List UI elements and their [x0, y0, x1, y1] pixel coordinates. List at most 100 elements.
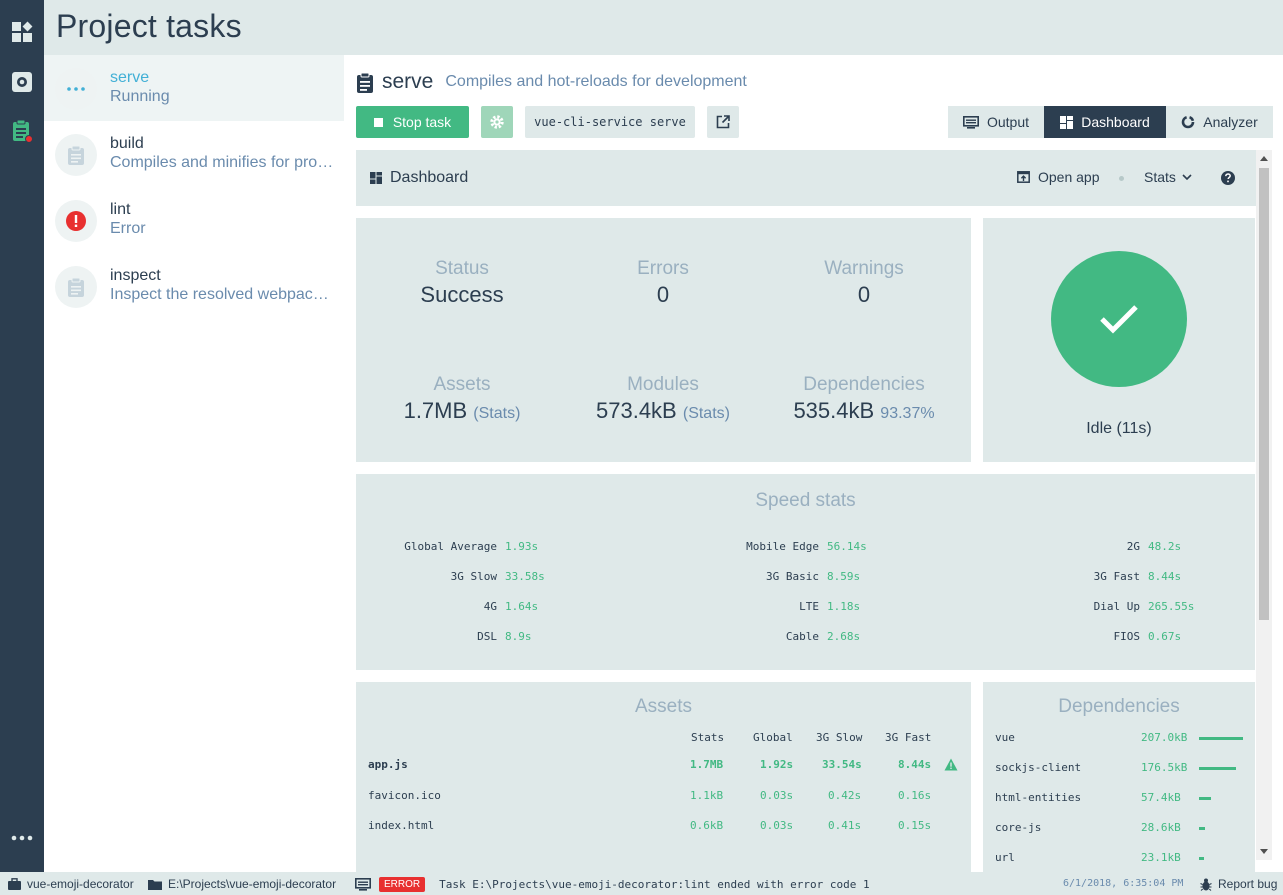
external-link-icon [716, 115, 730, 129]
scroll-up-arrow[interactable] [1260, 156, 1268, 161]
task-subtitle: Compiles and hot-reloads for development [445, 73, 747, 90]
dependency-name: vue [995, 731, 1015, 744]
task-name: build [110, 135, 144, 152]
table-row: index.html 0.6kB 0.03s 0.41s 0.15s [368, 819, 958, 839]
assets-note: (Stats) [473, 405, 521, 422]
modules-stat: Modules 573.4kB (Stats) [563, 374, 763, 424]
error-icon [55, 200, 97, 242]
stop-task-button[interactable]: Stop task [356, 106, 469, 138]
path-label: E:\Projects\vue-emoji-decorator [168, 877, 337, 891]
asset-3g-fast: 0.15s [898, 819, 932, 832]
speed-value: 0.67s [1148, 630, 1182, 643]
dependencies-percent: 93.37% [880, 405, 935, 422]
dependency-size: 23.1kB [1141, 851, 1181, 864]
task-title: serve [382, 70, 434, 93]
separator-dot [1119, 176, 1124, 181]
task-description: Inspect the resolved webpack config [110, 286, 336, 303]
open-app-label: Open app [1038, 169, 1100, 185]
help-icon[interactable] [1220, 170, 1236, 186]
column-header: 3G Slow [816, 731, 863, 744]
dependency-name: html-entities [995, 791, 1082, 804]
gear-icon [490, 115, 504, 129]
tab-dashboard[interactable]: Dashboard [1044, 106, 1166, 138]
left-rail [0, 0, 44, 872]
donut-chart-icon [1181, 115, 1195, 129]
task-item-serve[interactable]: serve Running [44, 55, 344, 121]
speed-stats-title: Speed stats [755, 490, 856, 511]
speed-label: 3G Fast [1093, 570, 1140, 583]
speed-stat-item: 2G 48.2s [1026, 540, 1181, 553]
speed-label: Global Average [404, 540, 497, 553]
dashboard-icon[interactable] [0, 12, 44, 52]
speed-value: 8.59s [827, 570, 861, 583]
speed-value: 48.2s [1148, 540, 1182, 553]
report-bug-button[interactable]: Report bug [1200, 877, 1277, 891]
asset-global: 0.03s [760, 819, 794, 832]
asset-name: app.js [368, 758, 408, 771]
modules-size: 573.4kB [596, 398, 677, 423]
dependency-size-bar [1199, 827, 1205, 830]
dependencies-card: Dependencies vue 207.0kB sockjs-client 176.… [983, 682, 1255, 872]
errors-label: Errors [637, 258, 689, 279]
asset-name: index.html [368, 819, 435, 832]
task-item-inspect[interactable]: inspect Inspect the resolved webpack con… [44, 253, 344, 319]
task-header: serve Compiles and hot-reloads for devel… [356, 69, 747, 95]
task-item-build[interactable]: build Compiles and minifies for producti… [44, 121, 344, 187]
clipboard-icon [55, 266, 97, 308]
terminal-icon [355, 878, 371, 891]
task-settings-button[interactable] [481, 106, 513, 138]
speed-value: 2.68s [827, 630, 861, 643]
status-value: Success [420, 282, 504, 307]
task-item-lint[interactable]: lint Error [44, 187, 344, 253]
speed-label: Mobile Edge [746, 540, 819, 553]
briefcase-icon [8, 878, 21, 890]
more-icon[interactable] [0, 818, 44, 858]
dashboard-panel: Dashboard Open app Stats Status Success … [356, 150, 1256, 872]
warnings-stat: Warnings 0 [764, 258, 964, 308]
warnings-label: Warnings [824, 258, 904, 279]
build-status-card: Status Success Errors 0 Warnings 0 Asset… [356, 218, 971, 462]
command-display[interactable]: vue-cli-service serve [525, 106, 695, 138]
errors-stat: Errors 0 [563, 258, 763, 308]
dependency-size-bar [1199, 797, 1211, 800]
status-label: Status [435, 258, 489, 279]
speed-stat-item: 4G 1.64s [376, 600, 538, 613]
modules-note: (Stats) [682, 405, 730, 422]
tasks-icon[interactable] [0, 111, 44, 151]
dependencies-label: Dependencies [803, 374, 925, 395]
scrollbar-thumb[interactable] [1259, 168, 1269, 620]
log-type-badge: ERROR [379, 877, 426, 892]
project-switcher[interactable]: vue-emoji-decorator [8, 877, 134, 891]
open-in-browser-icon [1017, 171, 1030, 183]
tab-analyzer[interactable]: Analyzer [1166, 106, 1273, 138]
task-description: Running [110, 88, 170, 105]
scrollbar[interactable] [1256, 150, 1272, 860]
speed-stat-item: LTE 1.18s [696, 600, 860, 613]
open-app-button[interactable]: Open app [1017, 169, 1100, 185]
project-path[interactable]: E:\Projects\vue-emoji-decorator [148, 877, 336, 891]
log-message: Task E:\Projects\vue-emoji-decorator:lin… [439, 878, 870, 891]
dependency-size: 57.4kB [1141, 791, 1181, 804]
warning-icon [944, 758, 958, 771]
speed-stat-item: Global Average 1.93s [376, 540, 538, 553]
tab-output[interactable]: Output [948, 106, 1044, 138]
table-row: app.js 1.7MB 1.92s 33.54s 8.44s [368, 758, 958, 778]
dashboard-heading: Dashboard [370, 169, 468, 187]
dependency-size-bar [1199, 767, 1236, 770]
scroll-down-arrow[interactable] [1260, 849, 1268, 854]
task-name: serve [110, 69, 150, 86]
folder-icon [148, 879, 162, 890]
clipboard-icon [55, 134, 97, 176]
last-log[interactable]: ERROR Task E:\Projects\vue-emoji-decorat… [355, 877, 870, 892]
open-external-button[interactable] [707, 106, 739, 138]
dependency-size: 207.0kB [1141, 731, 1188, 744]
plugins-settings-icon[interactable] [0, 62, 44, 102]
speed-value: 56.14s [827, 540, 867, 553]
success-indicator [1051, 251, 1187, 387]
stats-select[interactable]: Stats [1144, 169, 1192, 185]
speed-label: FIOS [1113, 630, 1141, 643]
dependencies-size: 535.4kB [793, 398, 875, 423]
dependency-row: html-entities 57.4kB [995, 791, 1255, 811]
errors-value: 0 [656, 282, 670, 307]
speed-stats-card: Speed stats Global Average 1.93s Mobile E… [356, 474, 1255, 670]
